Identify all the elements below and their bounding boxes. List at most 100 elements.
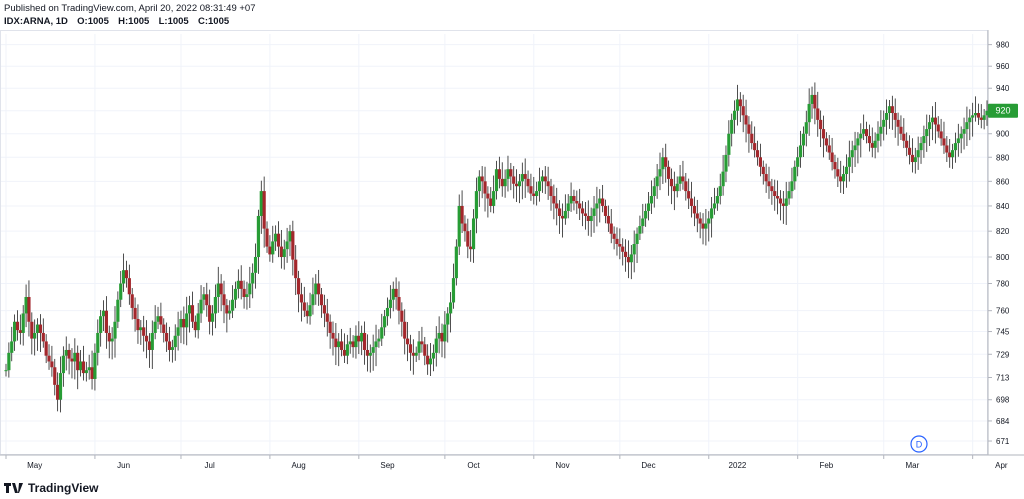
candle-body (959, 133, 963, 139)
candle-body (288, 231, 292, 242)
candle-body (219, 283, 223, 295)
candle-body (847, 157, 851, 167)
candle-body (907, 147, 912, 155)
candle-body (589, 215, 593, 222)
candle-body (827, 145, 831, 153)
time-tick-label: Oct (467, 461, 480, 470)
candle-body (948, 152, 952, 158)
candle-body (285, 241, 289, 250)
candle-body (222, 294, 226, 306)
candle-body (56, 384, 60, 400)
candle-body (199, 299, 203, 314)
candle-body (517, 181, 522, 187)
candle-body (930, 117, 935, 123)
candle-body (446, 313, 450, 325)
candle-body (684, 181, 688, 192)
candle-body (497, 169, 501, 179)
candle-body (334, 338, 338, 348)
time-tick-label: Apr (995, 461, 1008, 470)
candle-body (632, 244, 636, 255)
candle-body (933, 117, 937, 125)
candle-body (253, 257, 258, 273)
candle-body (824, 138, 828, 146)
candle-body (819, 119, 823, 130)
tradingview-brand[interactable]: TradingView (28, 481, 99, 495)
price-tick-label: 900 (996, 130, 1010, 139)
candle-body (612, 233, 616, 239)
event-marker-label: D (916, 440, 923, 450)
candle-body (127, 278, 131, 295)
candle-body (279, 246, 283, 258)
candle-body (10, 341, 14, 353)
candle-body (268, 246, 272, 255)
candle-body (939, 131, 943, 139)
candle-body (738, 99, 742, 107)
tradingview-logo-icon[interactable] (4, 482, 24, 494)
candle-body (305, 310, 309, 317)
candle-body (870, 143, 874, 148)
time-tick-label: Mar (906, 461, 920, 470)
candle-body (30, 321, 34, 339)
candle-body (781, 203, 785, 206)
symbol-label: IDX:ARNA, 1D (4, 16, 68, 27)
candle-body (494, 169, 499, 192)
candle-body (500, 178, 504, 187)
candle-body (437, 332, 441, 339)
candle-body (96, 332, 100, 353)
candle-body (902, 133, 906, 141)
event-marker-circle[interactable] (910, 435, 928, 453)
candle-body (764, 174, 768, 182)
candle-body (417, 341, 421, 353)
candle-body (721, 171, 725, 187)
candle-body (707, 218, 711, 224)
candle-body (443, 324, 447, 342)
candle-body (44, 341, 48, 356)
candle-body (770, 186, 774, 192)
candle-body (922, 136, 926, 144)
footer[interactable]: TradingView (4, 480, 98, 496)
candle-body (474, 191, 479, 219)
candle-body (368, 352, 372, 356)
candle-body (558, 208, 562, 216)
candle-body (78, 361, 83, 371)
candle-body (681, 176, 685, 182)
candle-body (704, 223, 708, 229)
candle-body (420, 341, 424, 345)
candle-body (340, 341, 344, 350)
candle-body (245, 294, 249, 298)
candle-body (139, 327, 143, 331)
candle-body (33, 332, 37, 339)
candle-body (53, 367, 57, 385)
candle-body (862, 129, 866, 134)
candle-body (463, 223, 467, 232)
low-value: 1005 (167, 16, 189, 27)
event-marker[interactable]: D (910, 435, 928, 453)
candle-body (107, 332, 111, 342)
candle-body (816, 108, 820, 120)
candle-body (383, 316, 387, 328)
candle-body (377, 338, 381, 342)
candle-body (661, 157, 665, 170)
candle-body (667, 166, 671, 179)
candle-body (153, 321, 157, 333)
candle-body (973, 113, 978, 116)
candle-body (136, 318, 140, 331)
candle-body (741, 106, 745, 116)
price-tick-label: 860 (996, 177, 1010, 186)
candle-body (365, 349, 370, 356)
candle-body (434, 338, 438, 353)
candle-body (962, 129, 966, 134)
candle-body (213, 297, 217, 314)
candle-body (81, 361, 86, 374)
close-label: C: (197, 16, 209, 27)
ohlc-legend: IDX:ARNA, 1D O:1005 H:1005 L:1005 C:1005 (4, 16, 229, 27)
candle-body (87, 367, 91, 371)
close-value: 1005 (208, 16, 230, 27)
candle-body (457, 205, 461, 247)
price-tick-label: 745 (996, 328, 1010, 337)
candle-body (208, 305, 212, 322)
candle-body (979, 117, 983, 120)
low-label: L: (158, 16, 168, 27)
candle-body (216, 283, 220, 298)
